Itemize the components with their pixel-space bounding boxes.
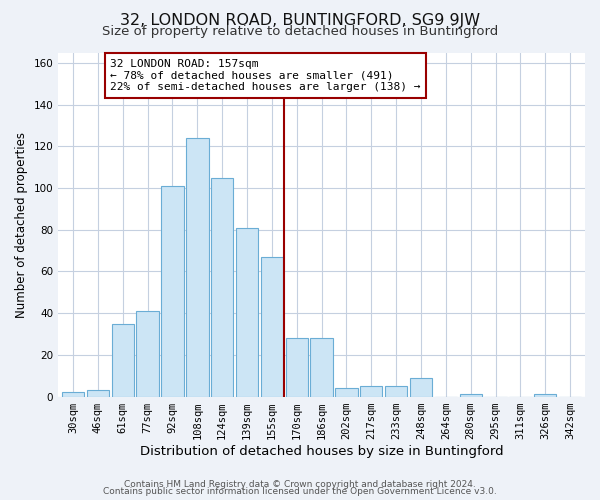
Bar	[335, 388, 358, 396]
Bar	[87, 390, 109, 396]
Text: Contains HM Land Registry data © Crown copyright and database right 2024.: Contains HM Land Registry data © Crown c…	[124, 480, 476, 489]
Bar	[460, 394, 482, 396]
Bar	[236, 228, 258, 396]
Text: 32, LONDON ROAD, BUNTINGFORD, SG9 9JW: 32, LONDON ROAD, BUNTINGFORD, SG9 9JW	[120, 12, 480, 28]
Bar	[385, 386, 407, 396]
Bar	[260, 257, 283, 396]
Text: 32 LONDON ROAD: 157sqm
← 78% of detached houses are smaller (491)
22% of semi-de: 32 LONDON ROAD: 157sqm ← 78% of detached…	[110, 59, 421, 92]
Bar	[286, 338, 308, 396]
Bar	[410, 378, 432, 396]
Bar	[161, 186, 184, 396]
Bar	[136, 311, 159, 396]
Bar	[112, 324, 134, 396]
Bar	[310, 338, 333, 396]
Bar	[62, 392, 84, 396]
Text: Size of property relative to detached houses in Buntingford: Size of property relative to detached ho…	[102, 25, 498, 38]
Text: Contains public sector information licensed under the Open Government Licence v3: Contains public sector information licen…	[103, 487, 497, 496]
Bar	[534, 394, 556, 396]
Bar	[360, 386, 382, 396]
Bar	[211, 178, 233, 396]
Bar	[186, 138, 209, 396]
Y-axis label: Number of detached properties: Number of detached properties	[15, 132, 28, 318]
X-axis label: Distribution of detached houses by size in Buntingford: Distribution of detached houses by size …	[140, 444, 503, 458]
